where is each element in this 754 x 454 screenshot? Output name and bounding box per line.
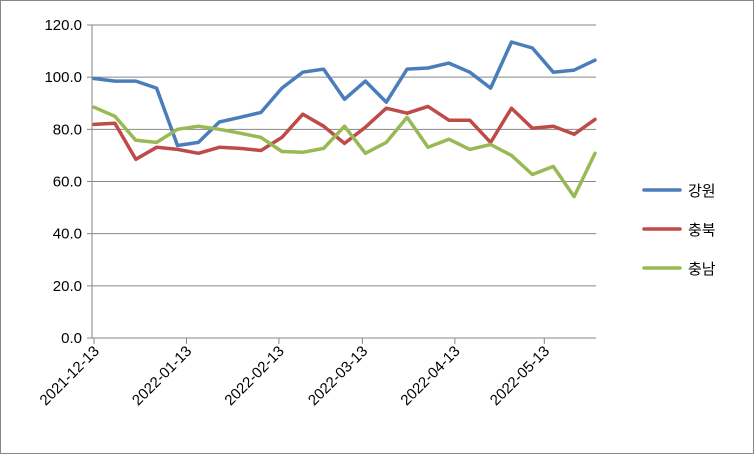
- x-tick-label: 2022-04-13: [397, 343, 463, 409]
- series-lines: [92, 40, 597, 199]
- x-tick-label: 2022-01-13: [129, 343, 195, 409]
- y-tick-label: 80.0: [53, 121, 82, 138]
- y-tick-label: 120.0: [44, 17, 82, 34]
- y-tick-label: 60.0: [53, 174, 82, 191]
- legend-label: 충북: [688, 221, 716, 239]
- y-tick-label: 40.0: [53, 226, 82, 243]
- x-tick-label: 2022-03-13: [305, 343, 371, 409]
- legend-label: 강원: [688, 182, 716, 200]
- y-tick-label: 20.0: [53, 278, 82, 295]
- x-tick-label: 2022-02-13: [221, 343, 287, 409]
- x-tick-label: 2021-12-13: [37, 343, 103, 409]
- y-tick-label: 0.0: [61, 330, 82, 347]
- series-line-1: [92, 40, 597, 148]
- gridlines: [92, 24, 596, 287]
- series-line-3: [92, 105, 597, 199]
- legend-label: 충남: [688, 260, 716, 278]
- y-tick-label: 100.0: [44, 69, 82, 86]
- x-tick-label: 2022-05-13: [487, 343, 553, 409]
- series-line-2: [92, 104, 597, 162]
